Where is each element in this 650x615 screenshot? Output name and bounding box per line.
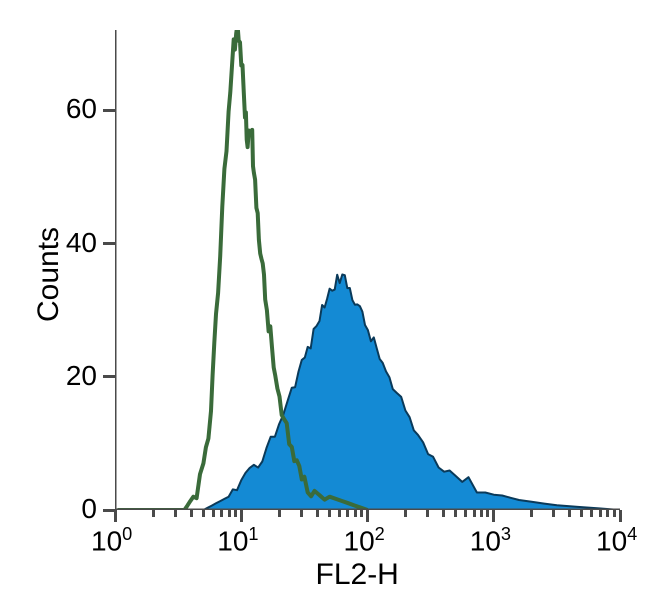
y-tick-label: 40 (66, 227, 97, 259)
x-tick-label: 103 (470, 524, 511, 557)
x-minor-tick (606, 510, 609, 517)
plot-svg (115, 30, 620, 510)
x-minor-tick (426, 510, 429, 517)
x-minor-tick (220, 510, 223, 517)
x-minor-tick (613, 510, 616, 517)
y-tick-label: 20 (66, 360, 97, 392)
x-minor-tick (568, 510, 571, 517)
x-major-tick (366, 510, 369, 522)
x-minor-tick (228, 510, 231, 517)
x-minor-tick (212, 510, 215, 517)
x-minor-tick (300, 510, 303, 517)
plot-area (115, 30, 620, 510)
x-minor-tick (328, 510, 331, 517)
x-minor-tick (346, 510, 349, 517)
x-minor-tick (190, 510, 193, 517)
x-minor-tick (442, 510, 445, 517)
x-major-tick (492, 510, 495, 522)
y-major-tick (103, 242, 115, 245)
x-minor-tick (338, 510, 341, 517)
x-minor-tick (316, 510, 319, 517)
x-tick-label: 102 (344, 524, 385, 557)
x-minor-tick (552, 510, 555, 517)
x-minor-tick (530, 510, 533, 517)
x-minor-tick (354, 510, 357, 517)
x-major-tick (114, 510, 117, 522)
x-tick-label: 100 (91, 524, 132, 557)
x-minor-tick (590, 510, 593, 517)
flow-cytometry-histogram: 100 101 102 103 104 0 20 40 60 FL2-H Counts (0, 0, 650, 615)
x-major-tick (619, 510, 622, 522)
y-major-tick (103, 509, 115, 512)
y-axis-title: Counts (32, 227, 66, 322)
x-axis-title: FL2-H (316, 558, 399, 592)
x-minor-tick (486, 510, 489, 517)
series-stained (118, 275, 621, 511)
x-minor-tick (454, 510, 457, 517)
y-tick-label: 60 (66, 93, 97, 125)
x-minor-tick (234, 510, 237, 517)
x-minor-tick (580, 510, 583, 517)
x-minor-tick (174, 510, 177, 517)
x-major-tick (240, 510, 243, 522)
y-tick-label: 0 (81, 493, 97, 525)
x-minor-tick (152, 510, 155, 517)
x-tick-label: 104 (596, 524, 637, 557)
y-major-tick (103, 109, 115, 112)
x-minor-tick (278, 510, 281, 517)
x-minor-tick (599, 510, 602, 517)
x-minor-tick (202, 510, 205, 517)
x-minor-tick (464, 510, 467, 517)
x-minor-tick (473, 510, 476, 517)
x-minor-tick (360, 510, 363, 517)
x-tick-label: 101 (217, 524, 258, 557)
x-minor-tick (404, 510, 407, 517)
y-major-tick (103, 375, 115, 378)
x-minor-tick (480, 510, 483, 517)
